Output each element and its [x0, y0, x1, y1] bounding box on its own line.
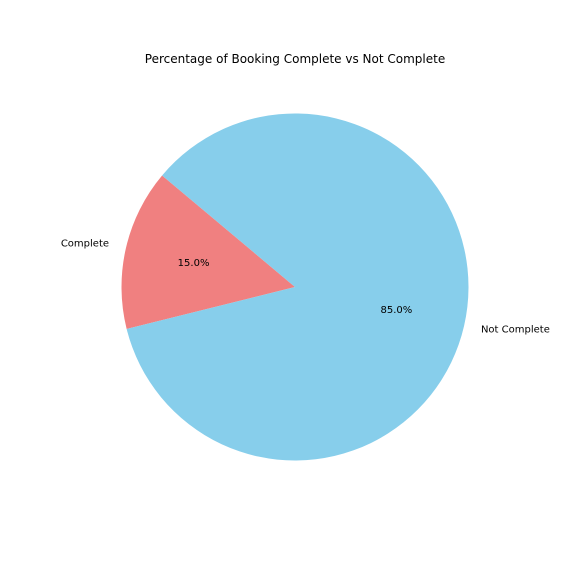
- pie-slice-complete: [121, 175, 295, 329]
- pie-labels: Complete 15.0% Not Complete 85.0%: [61, 239, 550, 336]
- slice-label-not-complete: Not Complete: [481, 324, 550, 335]
- slice-percent-complete: 15.0%: [178, 258, 210, 269]
- slice-label-complete: Complete: [61, 239, 109, 250]
- pie-slice-not-complete: [126, 113, 469, 461]
- chart-title: Percentage of Booking Complete vs Not Co…: [145, 52, 445, 66]
- slice-percent-not-complete: 85.0%: [381, 305, 413, 316]
- pie-slices: [121, 113, 469, 461]
